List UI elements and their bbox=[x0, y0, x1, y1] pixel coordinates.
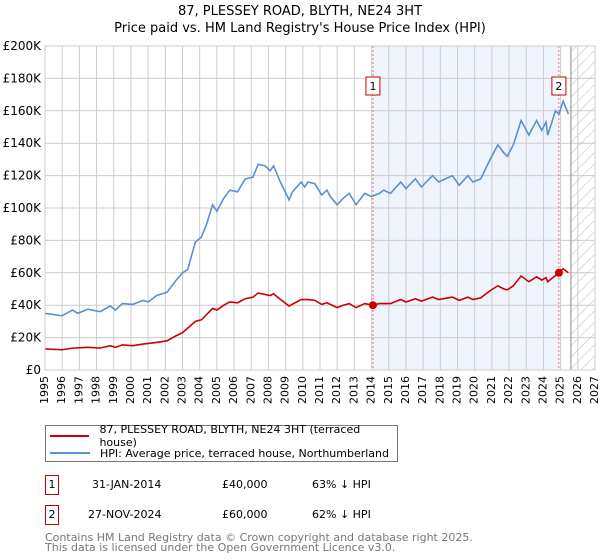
x-tick-label: 2012 bbox=[330, 376, 343, 404]
x-tick-label: 2023 bbox=[519, 376, 532, 404]
sale-label-box bbox=[551, 76, 567, 96]
price-legend-swatch bbox=[50, 435, 90, 437]
y-tick-label: £40K bbox=[10, 298, 42, 312]
x-tick-label: 2018 bbox=[433, 376, 446, 404]
y-tick-label: £180K bbox=[3, 71, 43, 85]
y-tick-label: £140K bbox=[3, 136, 43, 150]
y-tick-label: £160K bbox=[3, 104, 43, 118]
x-tick-label: 1998 bbox=[90, 376, 103, 404]
x-tick-label: 1995 bbox=[38, 376, 51, 404]
transaction-hpi-diff: 62% ↓ HPI bbox=[312, 508, 371, 521]
y-tick-label: £80K bbox=[10, 233, 42, 247]
x-tick-label: 2004 bbox=[193, 376, 206, 404]
chart-subtitle: Price paid vs. HM Land Registry's House … bbox=[114, 21, 486, 36]
sale-label: 2 bbox=[555, 80, 562, 93]
transaction-price: £40,000 bbox=[222, 478, 268, 491]
footer-licence: This data is licensed under the Open Gov… bbox=[45, 541, 396, 554]
x-tick-label: 2026 bbox=[571, 376, 584, 404]
y-tick-label: £60K bbox=[10, 266, 42, 280]
x-tick-label: 1997 bbox=[72, 376, 85, 404]
x-tick-label: 2010 bbox=[296, 376, 309, 404]
x-tick-label: 2000 bbox=[124, 376, 137, 404]
footer-copyright: Contains HM Land Registry data © Crown c… bbox=[45, 531, 473, 544]
price-chart: 1995 1996 1997 1998 1999 2000 2001 2002 2003 2004… bbox=[3, 39, 600, 404]
x-tick-label: 2007 bbox=[244, 376, 257, 404]
x-tick-label: 1996 bbox=[55, 376, 68, 404]
x-tick-label: 2014 bbox=[365, 376, 378, 404]
hpi-legend-label: HPI: Average price, terraced house, Nort… bbox=[100, 446, 389, 460]
sale-label-box bbox=[365, 76, 381, 96]
x-tick-label: 1999 bbox=[107, 376, 120, 404]
hpi-legend-swatch bbox=[50, 452, 90, 454]
sale-point bbox=[368, 301, 377, 310]
x-tick-label: 2008 bbox=[261, 376, 274, 404]
hpi-line bbox=[44, 98, 570, 317]
x-tick-label: 2019 bbox=[451, 376, 464, 404]
transaction-marker: 1 bbox=[45, 475, 59, 495]
x-tick-label: 2003 bbox=[176, 376, 189, 404]
x-tick-label: 2021 bbox=[485, 376, 498, 404]
transaction-hpi-diff: 63% ↓ HPI bbox=[312, 478, 371, 491]
x-tick-label: 2006 bbox=[227, 376, 240, 404]
y-tick-label: £0 bbox=[26, 363, 41, 377]
y-tick-label: £120K bbox=[3, 169, 43, 183]
x-tick-label: 2009 bbox=[279, 376, 292, 404]
x-tick-label: 2024 bbox=[536, 376, 549, 404]
transaction-price: £60,000 bbox=[222, 508, 268, 521]
sale-label: 1 bbox=[369, 80, 376, 93]
x-tick-label: 2013 bbox=[347, 376, 360, 404]
x-tick-label: 2020 bbox=[468, 376, 481, 404]
transaction-date: 27-NOV-2024 bbox=[88, 508, 162, 521]
chart-legend: 87, PLESSEY ROAD, BLYTH, NE24 3HT (terra… bbox=[45, 423, 398, 462]
x-tick-label: 2005 bbox=[210, 376, 223, 404]
transaction-date: 31-JAN-2014 bbox=[92, 478, 162, 491]
price-paid-line bbox=[44, 267, 569, 351]
x-tick-label: 2001 bbox=[141, 376, 154, 404]
x-tick-label: 2015 bbox=[382, 376, 395, 404]
plot-frame bbox=[44, 45, 596, 371]
x-tick-label: 2025 bbox=[554, 376, 567, 404]
x-tick-label: 2002 bbox=[158, 376, 171, 404]
y-tick-label: £20K bbox=[10, 331, 42, 345]
y-tick-label: £100K bbox=[3, 201, 43, 215]
x-tick-label: 2016 bbox=[399, 376, 412, 404]
x-tick-label: 2011 bbox=[313, 376, 326, 404]
x-tick-label: 2017 bbox=[416, 376, 429, 404]
chart-title: 87, PLESSEY ROAD, BLYTH, NE24 3HT bbox=[177, 4, 423, 19]
y-tick-label: £200K bbox=[3, 39, 43, 53]
sale-point bbox=[554, 268, 563, 277]
x-tick-label: 2027 bbox=[588, 376, 600, 404]
price-legend-label: 87, PLESSEY ROAD, BLYTH, NE24 3HT (terra… bbox=[99, 423, 361, 449]
x-tick-label: 2022 bbox=[502, 376, 515, 404]
transaction-marker: 2 bbox=[45, 505, 59, 525]
